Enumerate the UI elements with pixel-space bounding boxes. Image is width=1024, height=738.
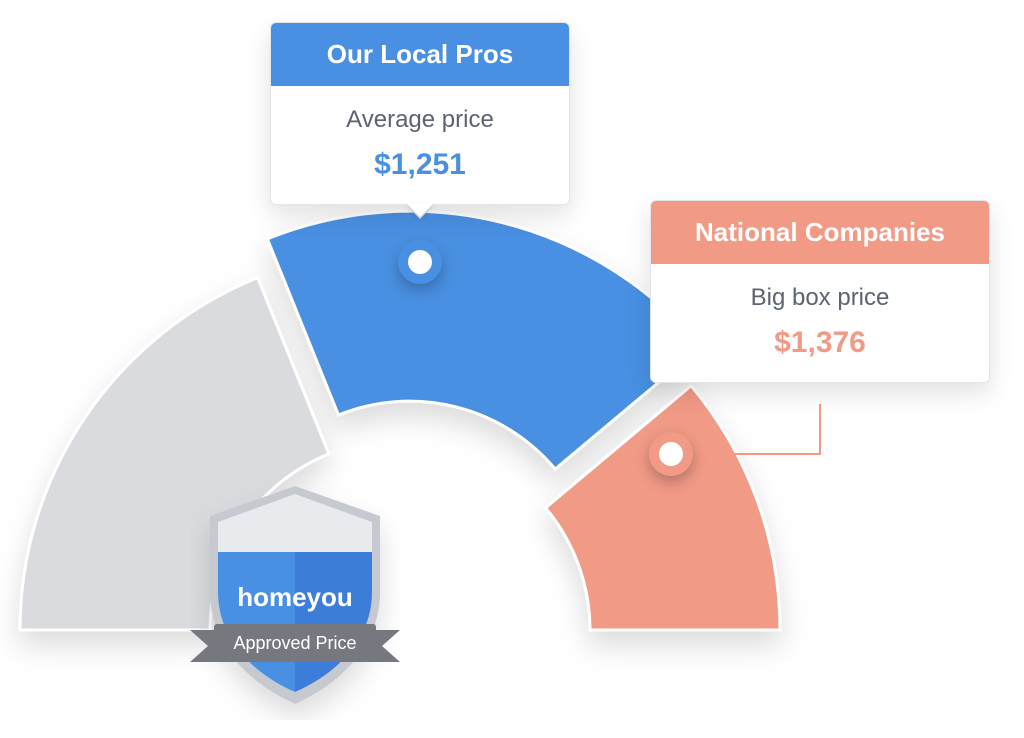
infographic-stage: Our Local Pros Average price $1,251 Nati…	[0, 0, 1024, 738]
approved-price-badge: homeyou Approved Price	[190, 480, 400, 720]
ribbon-text: Approved Price	[233, 633, 356, 653]
marker-inner	[659, 442, 683, 466]
shield-top-band	[218, 494, 372, 552]
marker-inner	[408, 250, 432, 274]
national-companies-marker	[649, 432, 693, 476]
local-pros-marker	[398, 240, 442, 284]
salmon-connector-line	[0, 0, 1024, 738]
brand-text: homeyou	[237, 582, 353, 612]
